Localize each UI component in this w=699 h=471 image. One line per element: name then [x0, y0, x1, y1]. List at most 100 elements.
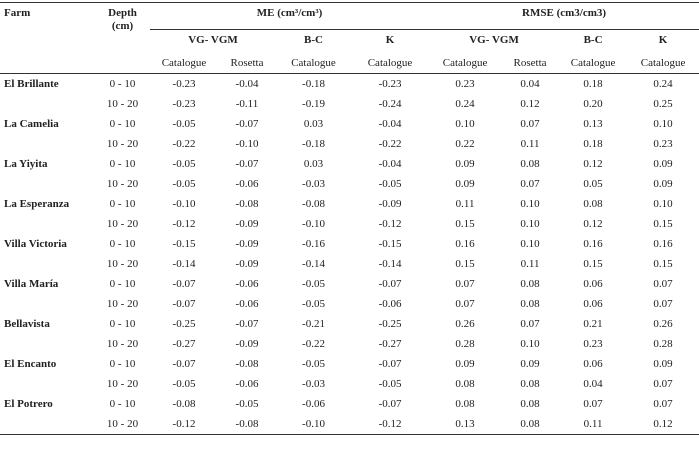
value-cell: -0.05: [302, 278, 325, 290]
value-cell: 0.12: [520, 98, 540, 110]
value-cell: -0.07: [235, 158, 259, 170]
value-cell: 0.23: [455, 78, 475, 90]
depth: 0 - 10: [109, 198, 136, 210]
value-cell: -0.22: [378, 138, 402, 150]
value-cell: -0.05: [172, 118, 196, 130]
model-header: K: [385, 34, 395, 46]
value-cell: 0.10: [520, 238, 540, 250]
value-cell: 0.09: [455, 158, 475, 170]
value-cell: -0.05: [378, 178, 402, 190]
value-cell: -0.14: [302, 258, 325, 270]
value-cell: -0.03: [302, 378, 325, 390]
value-cell: -0.05: [378, 378, 402, 390]
value-cell: 0.06: [583, 298, 603, 310]
value-cell: 0.07: [653, 298, 673, 310]
value-cell: 0.09: [653, 158, 673, 170]
source-header: Catalogue: [640, 57, 686, 69]
value-cell: 0.15: [455, 258, 475, 270]
value-cell: -0.08: [235, 358, 259, 370]
depth: 10 - 20: [106, 258, 139, 270]
value-cell: 0.12: [583, 218, 603, 230]
value-cell: 0.13: [583, 118, 603, 130]
depth: 0 - 10: [109, 398, 136, 410]
table-body: El Brillante 0 - 10 -0.23 -0.04 -0.18 -0.23 0.…: [0, 74, 699, 435]
value-cell: 0.07: [520, 178, 540, 190]
value-cell: -0.15: [378, 238, 402, 250]
value-cell: -0.09: [235, 258, 259, 270]
value-cell: 0.16: [455, 238, 475, 250]
value-cell: -0.27: [172, 338, 196, 350]
value-cell: -0.09: [235, 238, 259, 250]
value-cell: -0.08: [302, 198, 325, 210]
value-cell: -0.08: [235, 418, 259, 430]
depth: 10 - 20: [106, 138, 139, 150]
data-row: El Encanto 0 - 10 -0.07 -0.08 -0.05 -0.07 0.09…: [0, 354, 699, 374]
value-cell: 0.15: [583, 258, 603, 270]
value-cell: -0.10: [302, 218, 325, 230]
value-cell: -0.08: [235, 198, 259, 210]
value-cell: -0.10: [302, 418, 325, 430]
farm-name: La Camelia: [4, 118, 59, 130]
value-cell: -0.22: [172, 138, 196, 150]
source-header: Rosetta: [230, 57, 264, 69]
value-cell: 0.10: [520, 338, 540, 350]
value-cell: 0.10: [653, 118, 673, 130]
value-cell: -0.23: [378, 78, 402, 90]
depth: 10 - 20: [106, 378, 139, 390]
data-row: La Yiyita 0 - 10 -0.05 -0.07 0.03 -0.04 0.09 0.…: [0, 154, 699, 174]
value-cell: -0.06: [235, 178, 259, 190]
value-cell: -0.06: [302, 398, 325, 410]
header-row: Farm Depth (cm) ME (cm³/cm³) RMSE (cm3/cm3): [0, 2, 699, 32]
farm-name: El Brillante: [4, 78, 59, 90]
data-row: 10 - 20 -0.12 -0.09 -0.10 -0.12 0.15 0.10 0.12 0…: [0, 214, 699, 234]
value-cell: 0.06: [583, 358, 603, 370]
value-cell: -0.23: [172, 98, 196, 110]
value-cell: 0.28: [653, 338, 673, 350]
value-cell: 0.26: [455, 318, 475, 330]
value-cell: -0.05: [302, 358, 325, 370]
value-cell: -0.06: [235, 278, 259, 290]
source-header: Rosetta: [513, 57, 547, 69]
value-cell: -0.05: [172, 178, 196, 190]
source-header: Catalogue: [570, 57, 616, 69]
value-cell: -0.12: [378, 218, 402, 230]
model-header: B-C: [583, 34, 603, 46]
value-cell: 0.08: [520, 378, 540, 390]
model-header: VG- VGM: [469, 34, 519, 46]
value-cell: -0.09: [378, 198, 402, 210]
value-cell: 0.08: [455, 378, 475, 390]
value-cell: 0.13: [455, 418, 475, 430]
data-row: Villa Victoria 0 - 10 -0.15 -0.09 -0.16 -0.15…: [0, 234, 699, 254]
farm-name: El Potrero: [4, 398, 53, 410]
value-cell: 0.12: [653, 418, 673, 430]
source-header: Catalogue: [442, 57, 488, 69]
value-cell: -0.05: [172, 158, 196, 170]
value-cell: -0.06: [235, 298, 259, 310]
depth: 0 - 10: [109, 278, 136, 290]
model-header: VG- VGM: [188, 34, 238, 46]
value-cell: 0.09: [520, 358, 540, 370]
value-cell: 0.08: [583, 198, 603, 210]
value-cell: -0.21: [302, 318, 325, 330]
value-cell: 0.08: [520, 158, 540, 170]
data-row: Bellavista 0 - 10 -0.25 -0.07 -0.21 -0.25 0.26…: [0, 314, 699, 334]
farm-header: Farm: [4, 7, 31, 19]
value-cell: -0.18: [302, 138, 325, 150]
value-cell: -0.23: [172, 78, 196, 90]
farm-name: La Yiyita: [4, 158, 48, 170]
source-header: Catalogue: [161, 57, 207, 69]
value-cell: -0.07: [172, 298, 196, 310]
value-cell: -0.09: [235, 338, 259, 350]
data-row: La Esperanza 0 - 10 -0.10 -0.08 -0.08 -0.09 0.…: [0, 194, 699, 214]
source-header: Catalogue: [291, 57, 336, 69]
value-cell: 0.16: [653, 238, 673, 250]
depth: 0 - 10: [109, 118, 136, 130]
value-cell: 0.09: [653, 178, 673, 190]
data-row: El Potrero 0 - 10 -0.08 -0.05 -0.06 -0.07 0.08…: [0, 394, 699, 414]
source-header: Catalogue: [367, 57, 413, 69]
value-cell: 0.09: [455, 358, 475, 370]
value-cell: -0.05: [172, 378, 196, 390]
value-cell: 0.07: [520, 118, 540, 130]
value-cell: 0.03: [303, 158, 324, 170]
